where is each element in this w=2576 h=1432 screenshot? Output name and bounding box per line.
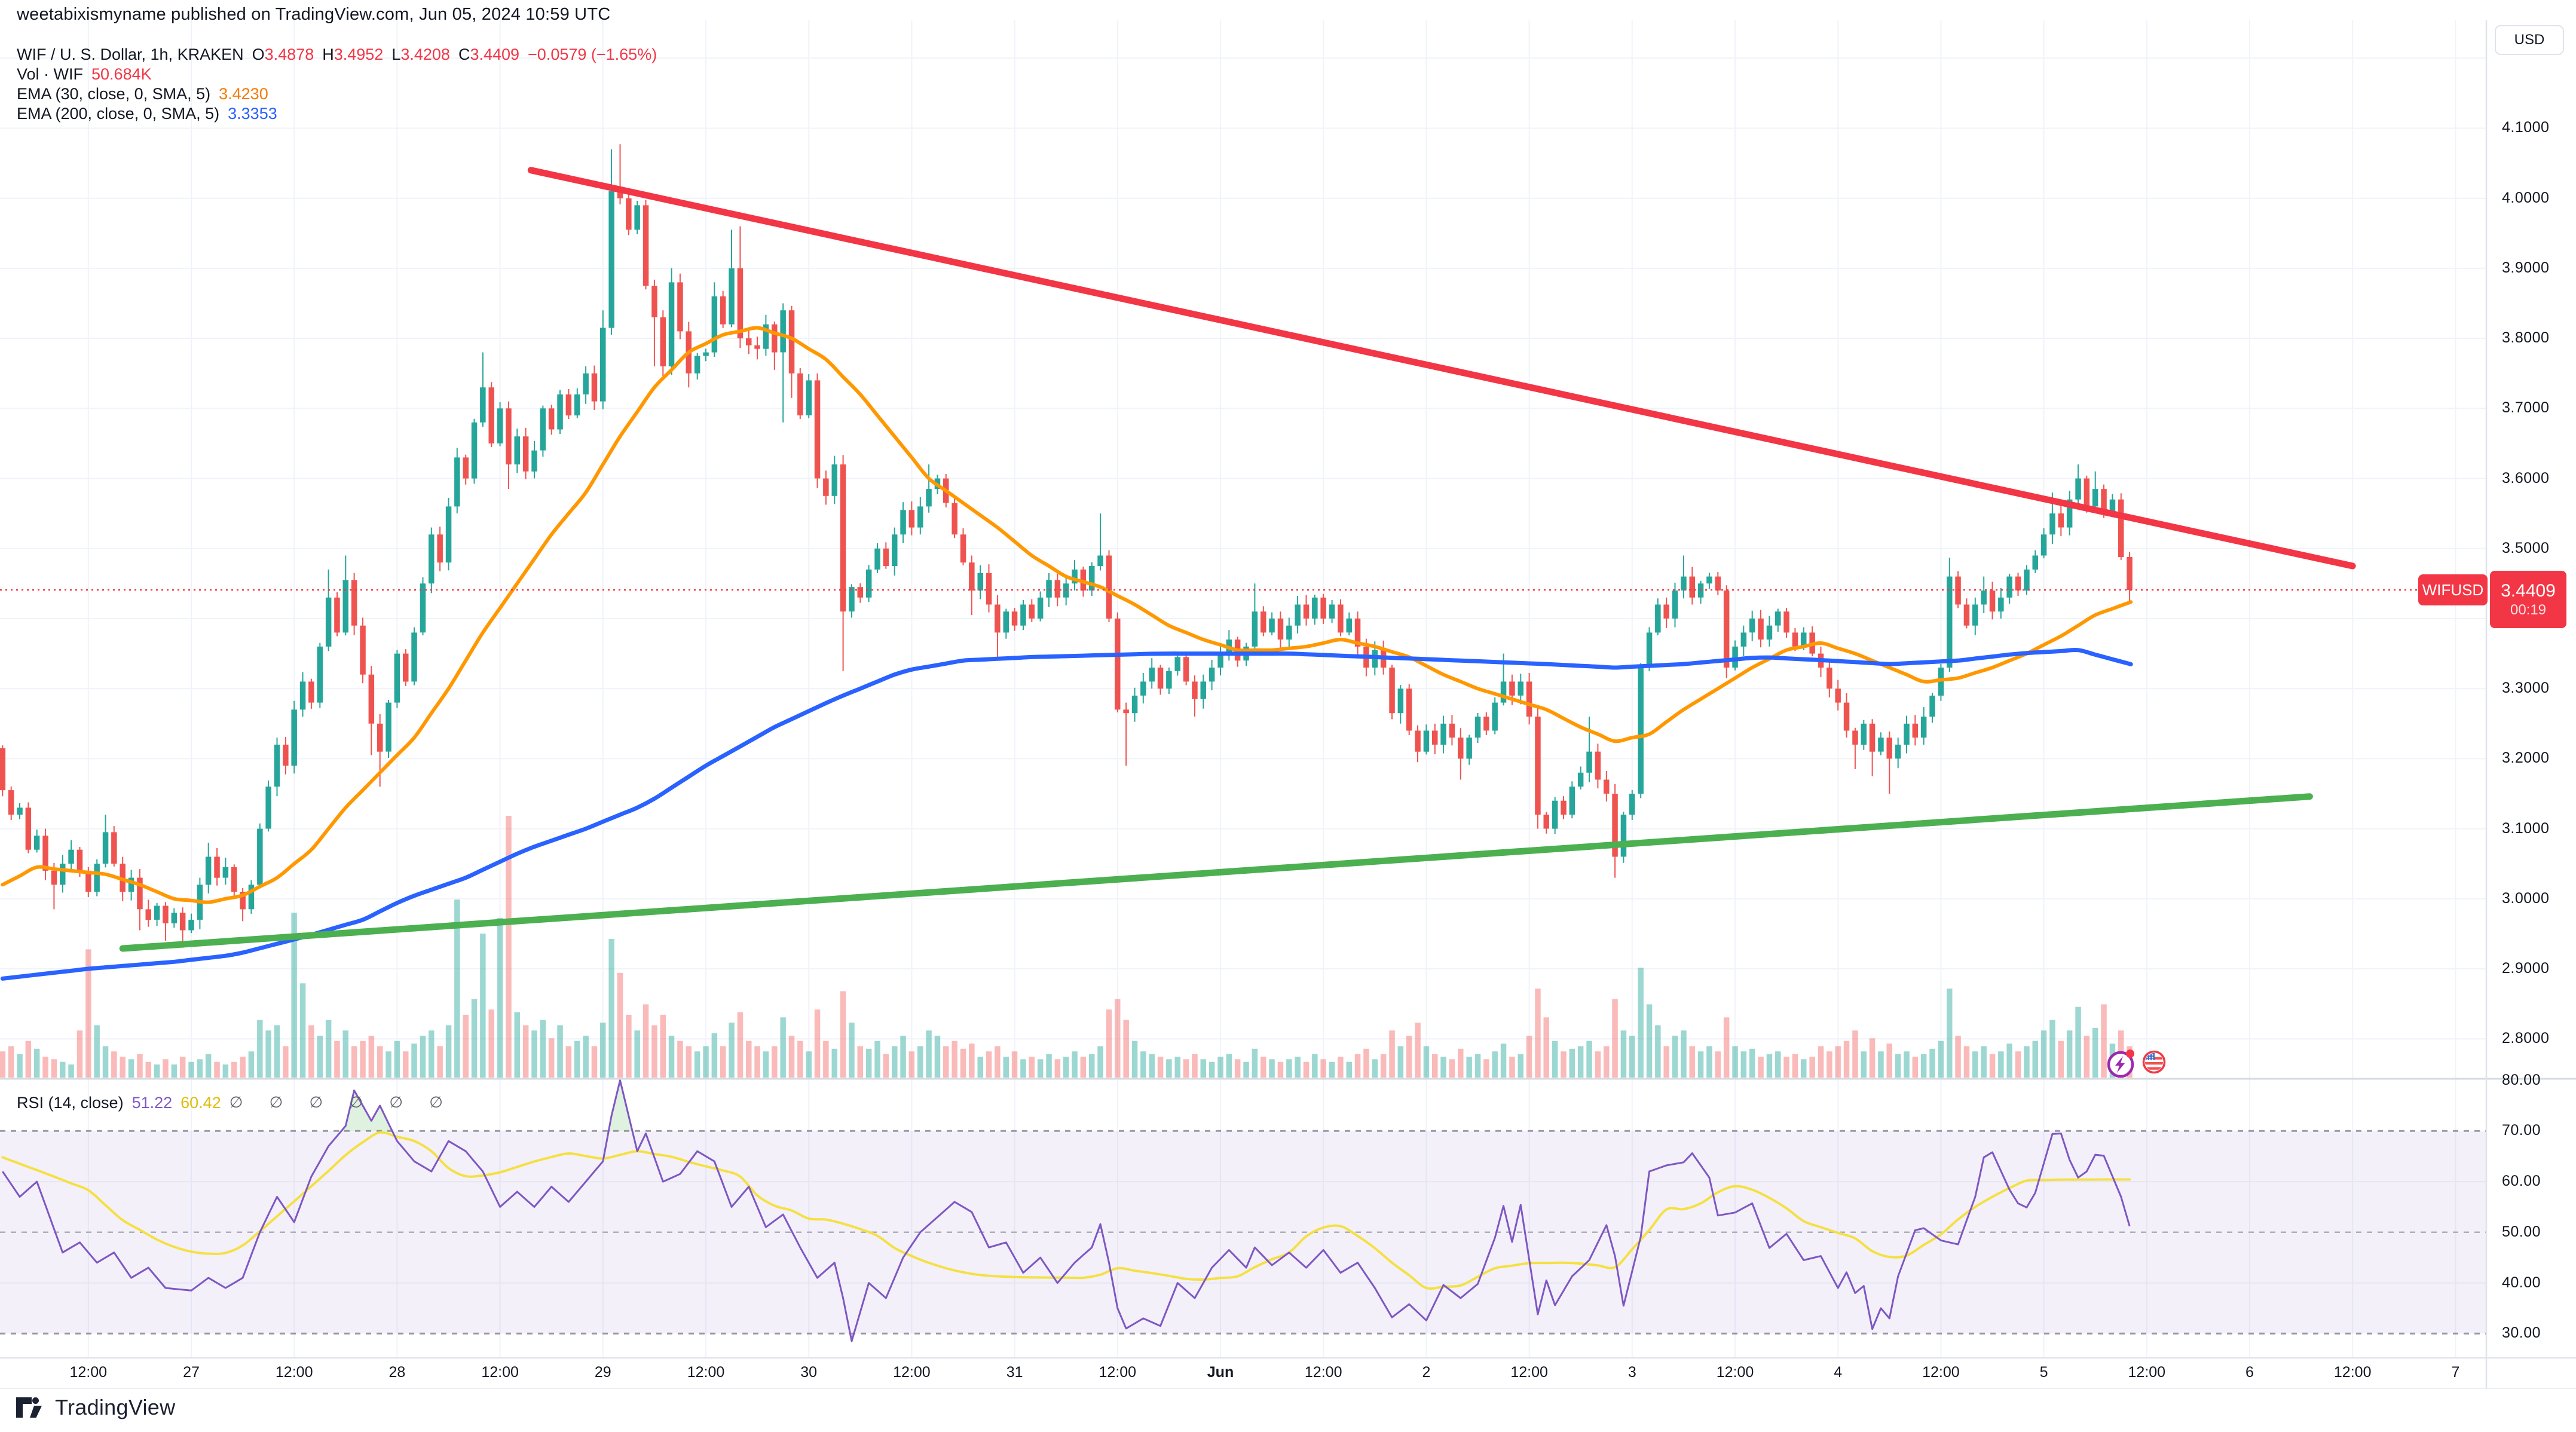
time-axis-label: 12:00 <box>1510 1364 1548 1381</box>
price-axis-label: 3.1000 <box>2502 819 2550 837</box>
high-value: 3.4952 <box>334 45 384 63</box>
time-axis-label: 12:00 <box>69 1364 108 1381</box>
rsi-axis-label: 70.00 <box>2502 1122 2541 1139</box>
price-axis-label: 3.3000 <box>2502 680 2550 697</box>
ema30-legend-row[interactable]: EMA (30, close, 0, SMA, 5) 3.4230 <box>17 84 268 104</box>
price-axis-label: 4.0000 <box>2502 189 2550 206</box>
symbol-description: WIF / U. S. Dollar, 1h, KRAKEN <box>17 45 244 63</box>
low-value: 3.4208 <box>400 45 450 63</box>
price-axis-label: 2.8000 <box>2502 1030 2550 1047</box>
rsi-line[interactable] <box>2 1079 2131 1342</box>
tradingview-logo-text: TradingView <box>55 1395 176 1419</box>
rsi-label: RSI (14, close) <box>17 1093 124 1112</box>
time-axis-label: 12:00 <box>2128 1364 2166 1381</box>
time-axis-label: Jun <box>1207 1364 1234 1381</box>
price-axis-label: 3.6000 <box>2502 469 2550 486</box>
time-axis-label: 12:00 <box>687 1364 725 1381</box>
time-axis-label: 12:00 <box>1716 1364 1754 1381</box>
price-axis-label: 3.5000 <box>2502 539 2550 556</box>
usd-flag-icon[interactable] <box>2142 1050 2166 1074</box>
price-axis-label: 3.8000 <box>2502 329 2550 347</box>
ema30-line[interactable] <box>1 326 2133 904</box>
price-tag-symbol: WIFUSD <box>2418 574 2488 605</box>
price-axis-label: 3.0000 <box>2502 889 2550 907</box>
open-label: O <box>252 45 265 63</box>
time-axis-label: 6 <box>2245 1364 2254 1381</box>
ema200-legend-row[interactable]: EMA (200, close, 0, SMA, 5) 3.3353 <box>17 103 277 124</box>
time-axis-label: 31 <box>1006 1364 1023 1381</box>
rsi-ma-value: 60.42 <box>180 1093 221 1112</box>
volume-legend-row[interactable]: Vol · WIF 50.684K <box>17 64 152 84</box>
time-axis-label: 12:00 <box>1922 1364 1960 1381</box>
trendline-descending-resistance[interactable] <box>527 167 2356 570</box>
rsi-axis-label: 50.00 <box>2502 1223 2541 1240</box>
rsi-axis-label: 80.00 <box>2502 1071 2541 1088</box>
time-axis-label: 12:00 <box>1304 1364 1342 1381</box>
price-axis-label: 3.9000 <box>2502 259 2550 276</box>
rsi-axis-label: 60.00 <box>2502 1173 2541 1190</box>
ema200-value: 3.3353 <box>228 104 277 123</box>
symbol-legend-row[interactable]: WIF / U. S. Dollar, 1h, KRAKEN O 3.4878 H… <box>17 44 657 65</box>
tradingview-logo-icon <box>16 1397 42 1418</box>
volume-label: Vol · WIF <box>17 65 84 83</box>
volume-value: 50.684K <box>91 65 152 83</box>
price-axis-label: 3.7000 <box>2502 399 2550 417</box>
price-tag: 3.4409 00:19 <box>2490 571 2566 628</box>
attribution-line: weetabixismyname published on TradingVie… <box>17 5 611 24</box>
rsi-axis-label: 30.00 <box>2502 1324 2541 1342</box>
candlestick-series <box>0 144 2133 948</box>
time-axis-label: 30 <box>800 1364 818 1381</box>
time-axis-label: 29 <box>594 1364 611 1381</box>
price-axis-label: 3.2000 <box>2502 749 2550 767</box>
grid <box>0 20 2486 1358</box>
rsi-empty-values: ∅ ∅ ∅ ∅ ∅ ∅ <box>229 1094 454 1112</box>
price-axis-label: 2.9000 <box>2502 959 2550 977</box>
time-axis-label: 7 <box>2451 1364 2460 1381</box>
time-axis-label: 3 <box>1627 1364 1636 1381</box>
pane-borders <box>0 20 2576 1389</box>
time-axis-label: 27 <box>183 1364 200 1381</box>
time-axis-label: 12:00 <box>2333 1364 2372 1381</box>
rsi-legend-row[interactable]: RSI (14, close) 51.22 60.42 ∅ ∅ ∅ ∅ ∅ ∅ <box>17 1093 454 1113</box>
high-label: H <box>322 45 334 63</box>
currency-toggle-button[interactable]: USD <box>2495 25 2564 55</box>
price-axis-label: 4.1000 <box>2502 119 2550 136</box>
ema200-line[interactable] <box>0 647 2133 981</box>
flash-promo-icon[interactable] <box>2107 1049 2134 1078</box>
time-axis-label: 12:00 <box>1099 1364 1137 1381</box>
open-value: 3.4878 <box>264 45 314 63</box>
time-axis-label: 12:00 <box>275 1364 313 1381</box>
time-axis-label: 28 <box>388 1364 406 1381</box>
low-label: L <box>391 45 401 63</box>
ema30-value: 3.4230 <box>219 84 268 103</box>
time-axis-label: 12:00 <box>481 1364 519 1381</box>
time-axis-label: 12:00 <box>893 1364 931 1381</box>
rsi-axis-label: 40.00 <box>2502 1274 2541 1291</box>
rsi-value: 51.22 <box>131 1093 173 1112</box>
time-axis-label: 4 <box>1834 1364 1843 1381</box>
time-axis-label: 2 <box>1422 1364 1431 1381</box>
tradingview-logo[interactable]: TradingView <box>16 1395 175 1420</box>
close-value: 3.4409 <box>470 45 520 63</box>
change-value: −0.0579 (−1.65%) <box>528 45 657 63</box>
time-axis[interactable] <box>0 1359 2576 1388</box>
trendline-ascending-support[interactable] <box>119 793 2313 952</box>
time-axis-label: 5 <box>2039 1364 2048 1381</box>
ema30-label: EMA (30, close, 0, SMA, 5) <box>17 84 211 103</box>
ema200-label: EMA (200, close, 0, SMA, 5) <box>17 104 220 123</box>
rsi-ma-line[interactable] <box>1 1131 2131 1290</box>
price-tag-value: 3.4409 <box>2501 581 2556 601</box>
price-tag-countdown: 00:19 <box>2510 602 2547 618</box>
close-label: C <box>458 45 470 63</box>
